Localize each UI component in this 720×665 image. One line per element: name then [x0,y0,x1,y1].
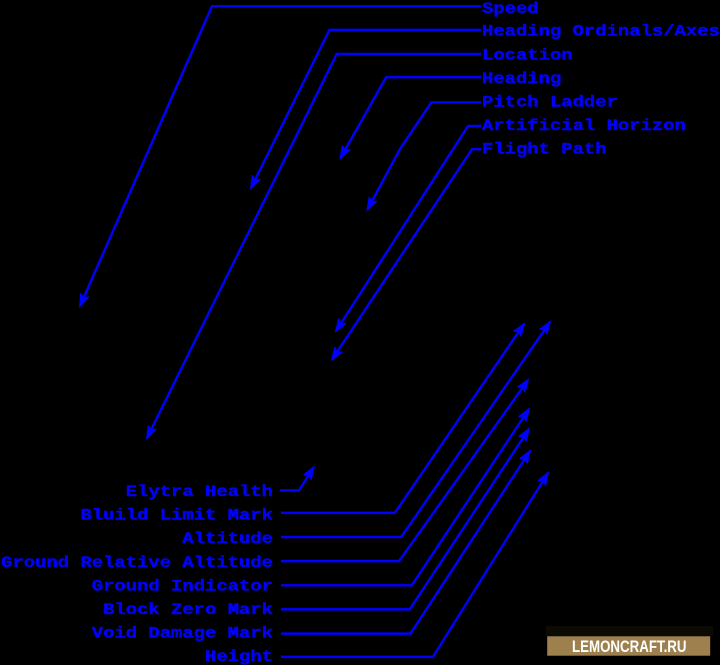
svg-text:Ground Indicator: Ground Indicator [92,578,273,596]
svg-text:LEMONCRAFT.RU: LEMONCRAFT.RU [572,638,687,656]
svg-text:Pitch Ladder: Pitch Ladder [482,94,618,112]
svg-text:Ground Relative Altitude: Ground Relative Altitude [1,554,273,572]
svg-text:Bluild Limit Mark: Bluild Limit Mark [80,507,273,525]
svg-text:Heading: Heading [482,70,561,88]
svg-text:Heading Ordinals/Axes: Heading Ordinals/Axes [482,23,720,41]
svg-text:Artificial Horizon: Artificial Horizon [482,117,686,135]
svg-text:Elytra Health: Elytra Health [126,483,273,501]
svg-text:Location: Location [482,47,573,65]
svg-text:Block Zero Mark: Block Zero Mark [103,601,273,619]
svg-text:Void Damage Mark: Void Damage Mark [92,625,274,643]
svg-text:Altitude: Altitude [182,530,273,548]
svg-text:Flight Path: Flight Path [482,141,607,159]
svg-text:Speed: Speed [482,0,539,18]
svg-text:Height: Height [205,648,273,665]
